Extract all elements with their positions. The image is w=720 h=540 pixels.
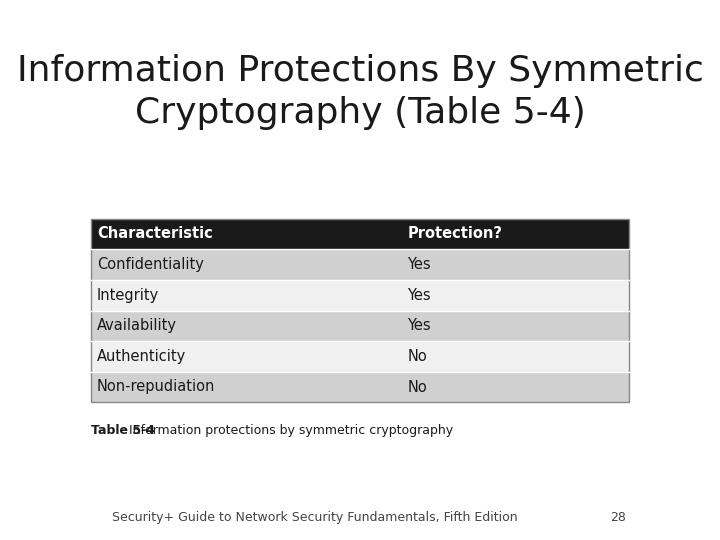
Text: No: No bbox=[408, 380, 427, 395]
Text: Information Protections By Symmetric
Cryptography (Table 5-4): Information Protections By Symmetric Cry… bbox=[17, 54, 703, 130]
Text: Non-repudiation: Non-repudiation bbox=[97, 380, 215, 395]
Text: Yes: Yes bbox=[408, 288, 431, 303]
Text: Availability: Availability bbox=[97, 318, 177, 333]
Text: Characteristic: Characteristic bbox=[97, 226, 212, 241]
FancyBboxPatch shape bbox=[91, 280, 401, 310]
FancyBboxPatch shape bbox=[401, 341, 629, 372]
Text: Protection?: Protection? bbox=[408, 226, 503, 241]
Text: No: No bbox=[408, 349, 427, 364]
FancyBboxPatch shape bbox=[401, 280, 629, 310]
FancyBboxPatch shape bbox=[401, 310, 629, 341]
Text: Authenticity: Authenticity bbox=[97, 349, 186, 364]
Text: Yes: Yes bbox=[408, 318, 431, 333]
Text: 28: 28 bbox=[610, 511, 626, 524]
FancyBboxPatch shape bbox=[91, 249, 401, 280]
FancyBboxPatch shape bbox=[401, 372, 629, 402]
FancyBboxPatch shape bbox=[401, 219, 629, 249]
Text: Integrity: Integrity bbox=[97, 288, 159, 303]
Text: Information protections by symmetric cryptography: Information protections by symmetric cry… bbox=[130, 424, 454, 437]
FancyBboxPatch shape bbox=[91, 219, 401, 249]
FancyBboxPatch shape bbox=[401, 249, 629, 280]
FancyBboxPatch shape bbox=[91, 372, 401, 402]
Text: Security+ Guide to Network Security Fundamentals, Fifth Edition: Security+ Guide to Network Security Fund… bbox=[112, 511, 518, 524]
FancyBboxPatch shape bbox=[91, 341, 401, 372]
FancyBboxPatch shape bbox=[91, 310, 401, 341]
Text: Confidentiality: Confidentiality bbox=[97, 257, 204, 272]
Text: Table 5-4: Table 5-4 bbox=[91, 424, 155, 437]
Text: Yes: Yes bbox=[408, 257, 431, 272]
